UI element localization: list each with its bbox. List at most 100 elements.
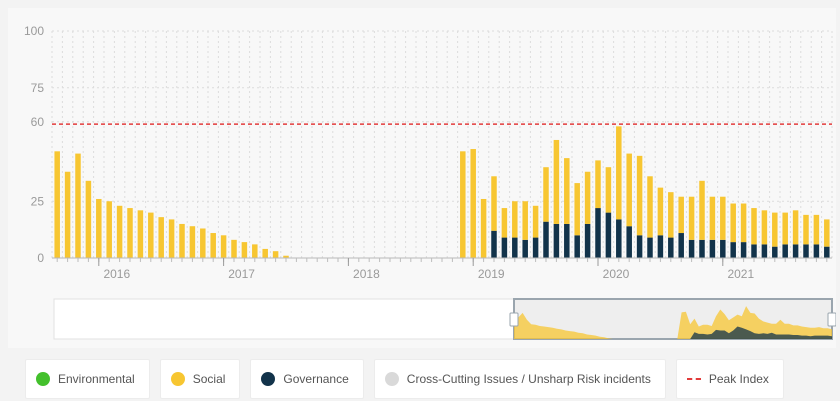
bars [54, 126, 830, 258]
legend-marker-governance [261, 372, 276, 386]
bar-social-2020-07 [657, 187, 664, 236]
bar-social-2021-02 [730, 203, 736, 243]
bar-social-2016-11 [200, 228, 206, 258]
legend-item-cross-cutting[interactable]: Cross-Cutting Issues / Unsharp Risk inci… [373, 359, 666, 399]
legend-item-environmental[interactable]: Environmental [25, 359, 150, 399]
x-tick-label: 2020 [603, 267, 630, 281]
legend-label: Governance [283, 372, 349, 386]
bar-social-2015-12 [85, 180, 92, 258]
x-tick-label: 2017 [228, 267, 255, 281]
bar-social-2019-09 [553, 139, 560, 224]
bar-governance-2020-11 [699, 239, 705, 258]
esg-incident-chart: 0 25 60 75 100 2016 2017 2018 2019 2020 2021 [24, 24, 836, 340]
legend-marker-cross-cutting [384, 372, 399, 386]
bar-governance-2020-05 [636, 235, 643, 258]
bar-social-2015-09 [54, 151, 60, 258]
bar-governance-2020-08 [668, 237, 674, 258]
bar-social-2016-07 [158, 217, 164, 258]
bar-governance-2021-06 [772, 246, 778, 258]
x-tick-label: 2021 [727, 267, 754, 281]
bar-social-2016-09 [179, 223, 185, 258]
bar-governance-2020-03 [616, 219, 622, 258]
bar-social-2019-01 [470, 149, 476, 258]
bar-social-2021-08 [792, 210, 799, 245]
x-tick-label: 2019 [478, 267, 505, 281]
bar-governance-2021-08 [792, 244, 799, 258]
bar-social-2019-06 [522, 201, 528, 240]
x-tick-label: 2016 [103, 267, 130, 281]
bar-social-2016-01 [96, 198, 102, 258]
bar-social-2020-01 [595, 160, 601, 209]
bar-social-2020-11 [699, 180, 705, 240]
legend-marker-peak-index [686, 378, 701, 380]
bar-governance-2021-03 [740, 242, 747, 258]
bar-governance-2019-05 [512, 237, 518, 258]
bar-social-2021-06 [772, 212, 778, 247]
bar-social-2020-10 [688, 196, 695, 240]
bar-social-2021-04 [751, 208, 757, 245]
bar-governance-2019-04 [501, 237, 508, 258]
bar-social-2017-05 [262, 248, 268, 258]
bar-social-2019-02 [480, 198, 487, 258]
bar-social-2017-02 [231, 239, 237, 258]
y-tick-label: 0 [37, 251, 44, 265]
bar-governance-2019-07 [532, 237, 539, 258]
bar-social-2016-05 [137, 210, 144, 258]
bar-social-2020-03 [616, 126, 622, 220]
bar-governance-2020-10 [688, 239, 695, 258]
navigator-handle-right [827, 312, 836, 327]
bar-social-2020-12 [709, 196, 716, 240]
bar-social-2019-11 [574, 183, 580, 236]
bar-governance-2020-06 [647, 237, 653, 258]
bar-social-2017-01 [220, 235, 227, 258]
bar-social-2019-12 [584, 171, 591, 224]
bar-governance-2021-02 [730, 242, 736, 258]
navigator-handle-left [509, 312, 519, 327]
bar-social-2020-09 [678, 196, 684, 234]
bar-governance-2020-04 [626, 226, 632, 258]
navigator-social-area [514, 306, 832, 339]
bar-social-2016-04 [127, 208, 133, 258]
y-tick-label: 25 [31, 194, 45, 208]
legend-item-governance[interactable]: Governance [250, 359, 364, 399]
bar-social-2021-01 [720, 196, 726, 240]
bar-social-2016-08 [168, 219, 175, 258]
bar-governance-2021-09 [803, 244, 809, 258]
legend-item-peak-index[interactable]: Peak Index [675, 359, 784, 399]
bar-governance-2021-10 [813, 244, 820, 258]
bar-social-2020-08 [668, 192, 674, 238]
bar-social-2018-12 [460, 151, 466, 258]
bar-social-2017-04 [252, 244, 258, 258]
bar-governance-2019-12 [584, 223, 591, 258]
bar-governance-2021-01 [720, 239, 726, 258]
chart-card: 0 25 60 75 100 2016 2017 2018 2019 2020 2021 [8, 8, 836, 348]
y-tick-label: 75 [31, 81, 45, 95]
bar-social-2019-07 [532, 205, 539, 238]
range-navigator[interactable] [53, 298, 836, 340]
y-tick-label: 60 [31, 115, 45, 129]
legend-item-social[interactable]: Social [159, 359, 241, 399]
x-tick-label: 2018 [353, 267, 380, 281]
bar-governance-2019-11 [574, 235, 580, 258]
bar-governance-2019-03 [491, 230, 497, 258]
legend-marker-social [170, 372, 185, 386]
bar-social-2015-11 [75, 153, 81, 258]
bar-governance-2019-06 [522, 239, 528, 258]
bar-social-2020-05 [636, 155, 643, 236]
bar-governance-2021-04 [751, 244, 757, 258]
bar-social-2021-05 [761, 210, 768, 245]
bar-social-2017-03 [241, 242, 248, 258]
legend-marker-environmental [36, 372, 50, 386]
bar-social-2017-07 [283, 255, 289, 258]
bar-social-2016-12 [210, 233, 216, 258]
bar-social-2017-06 [272, 251, 279, 258]
bar-social-2015-10 [64, 171, 71, 258]
bar-social-2020-04 [626, 153, 632, 227]
bar-governance-2019-10 [564, 223, 570, 258]
bar-governance-2021-07 [782, 244, 788, 258]
bar-social-2016-02 [106, 201, 112, 258]
legend-label: Cross-Cutting Issues / Unsharp Risk inci… [406, 372, 651, 386]
bar-social-2019-08 [543, 167, 549, 222]
legend-label: Social [192, 372, 226, 386]
legend-label: Environmental [58, 372, 135, 386]
